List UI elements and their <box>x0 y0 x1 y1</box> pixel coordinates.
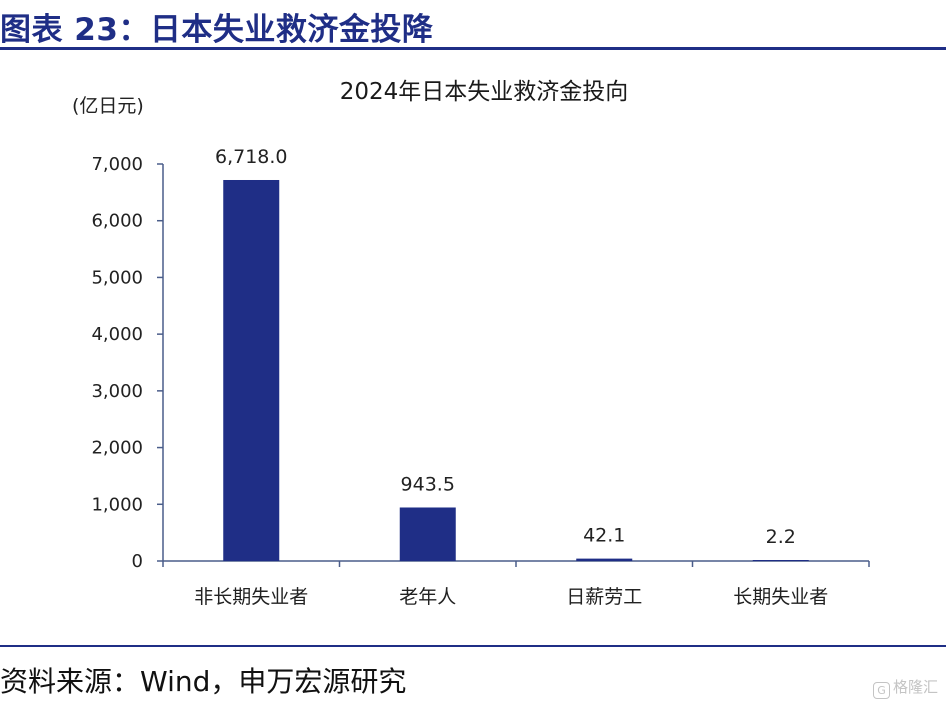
bar <box>576 558 633 561</box>
bar <box>223 179 280 562</box>
y-tick-label: 0 <box>132 551 143 572</box>
data-label: 42.1 <box>583 525 625 547</box>
x-category-label: 日薪劳工 <box>566 586 642 608</box>
watermark-logo-icon: G <box>872 682 890 699</box>
x-category-label: 老年人 <box>399 586 456 608</box>
y-tick-label: 7,000 <box>91 154 143 175</box>
source-note: 资料来源：Wind，申万宏源研究 <box>0 665 407 698</box>
bar-chart: 2024年日本失业救济金投向 (亿日元) 0 1,000 2,000 3,000 4,0… <box>72 79 870 608</box>
x-category-label: 非长期失业者 <box>194 586 308 608</box>
y-tick-label: 6,000 <box>91 211 143 232</box>
y-tick-label: 1,000 <box>91 494 143 515</box>
x-category-label: 长期失业者 <box>733 586 828 608</box>
chart-title: 2024年日本失业救济金投向 <box>340 79 629 105</box>
bar <box>399 507 456 561</box>
watermark: G 格隆汇 <box>872 676 938 699</box>
data-label: 2.2 <box>766 526 796 548</box>
y-tick-label: 3,000 <box>91 381 143 402</box>
y-axis: 0 1,000 2,000 3,000 4,000 5,000 6,000 7,000 <box>91 154 164 572</box>
bar-series: 6,718.0 943.5 42.1 2.2 <box>215 146 809 562</box>
footer-divider <box>0 645 946 647</box>
y-tick-label: 2,000 <box>91 438 143 459</box>
y-axis-unit: (亿日元) <box>72 95 144 117</box>
title-divider <box>0 47 946 50</box>
data-label: 943.5 <box>401 473 455 495</box>
x-axis: 非长期失业者 老年人 日薪劳工 长期失业者 <box>162 560 870 608</box>
y-tick-label: 5,000 <box>91 267 143 288</box>
watermark-text: 格隆汇 <box>892 678 938 696</box>
data-label: 6,718.0 <box>215 146 288 168</box>
figure-title: 图表 23：日本失业救济金投降 <box>0 12 434 48</box>
y-tick-label: 4,000 <box>91 324 143 345</box>
bar <box>752 560 809 561</box>
